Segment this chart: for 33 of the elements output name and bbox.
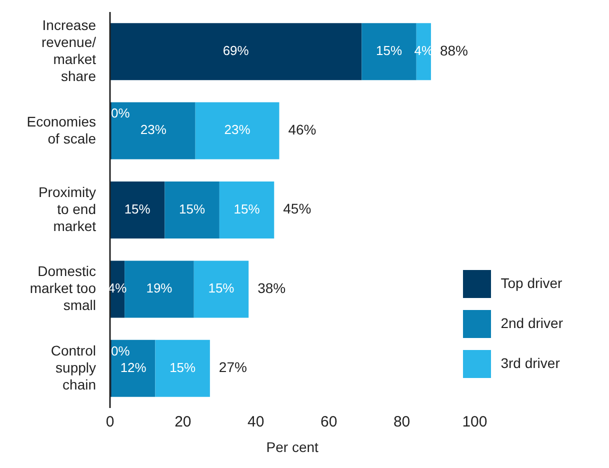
y-tick-label: Increase revenue/ market share xyxy=(42,16,96,84)
x-tick-label: 0 xyxy=(106,414,114,431)
data-label: 15% xyxy=(124,201,151,216)
y-tick-label: Control supply chain xyxy=(50,342,96,392)
data-label: 0% xyxy=(111,106,130,121)
data-label: 15% xyxy=(234,201,260,216)
data-label: 12% xyxy=(120,360,147,375)
x-axis-title: Per cent xyxy=(266,439,319,455)
total-label: 27% xyxy=(218,359,247,376)
data-label: 15% xyxy=(208,280,235,296)
data-label: 19% xyxy=(146,280,173,296)
data-label: 15% xyxy=(170,360,196,375)
x-tick-label: 100 xyxy=(462,414,488,431)
legend-label: 3rd driver xyxy=(500,355,560,371)
data-label: 15% xyxy=(376,43,402,58)
x-tick-label: 20 xyxy=(174,414,192,431)
y-tick-label: Economies of scale xyxy=(26,113,96,146)
legend-label: 2nd driver xyxy=(500,315,563,331)
data-label: 23% xyxy=(140,122,167,138)
total-label: 38% xyxy=(258,280,286,296)
y-tick-label: Proximity to end market xyxy=(38,184,96,234)
data-label: 69% xyxy=(222,43,250,58)
legend-label: Top driver xyxy=(500,275,562,291)
data-label: 0% xyxy=(111,343,130,358)
y-tick-label: Domestic market too small xyxy=(30,262,96,313)
total-label: 88% xyxy=(440,42,468,58)
total-label: 46% xyxy=(288,121,316,138)
x-tick-label: 60 xyxy=(320,414,338,431)
data-label: 15% xyxy=(179,201,206,216)
x-tick-label: 80 xyxy=(393,414,410,431)
x-tick-label: 40 xyxy=(248,414,264,431)
data-label: 23% xyxy=(224,122,251,138)
total-label: 45% xyxy=(283,200,312,217)
